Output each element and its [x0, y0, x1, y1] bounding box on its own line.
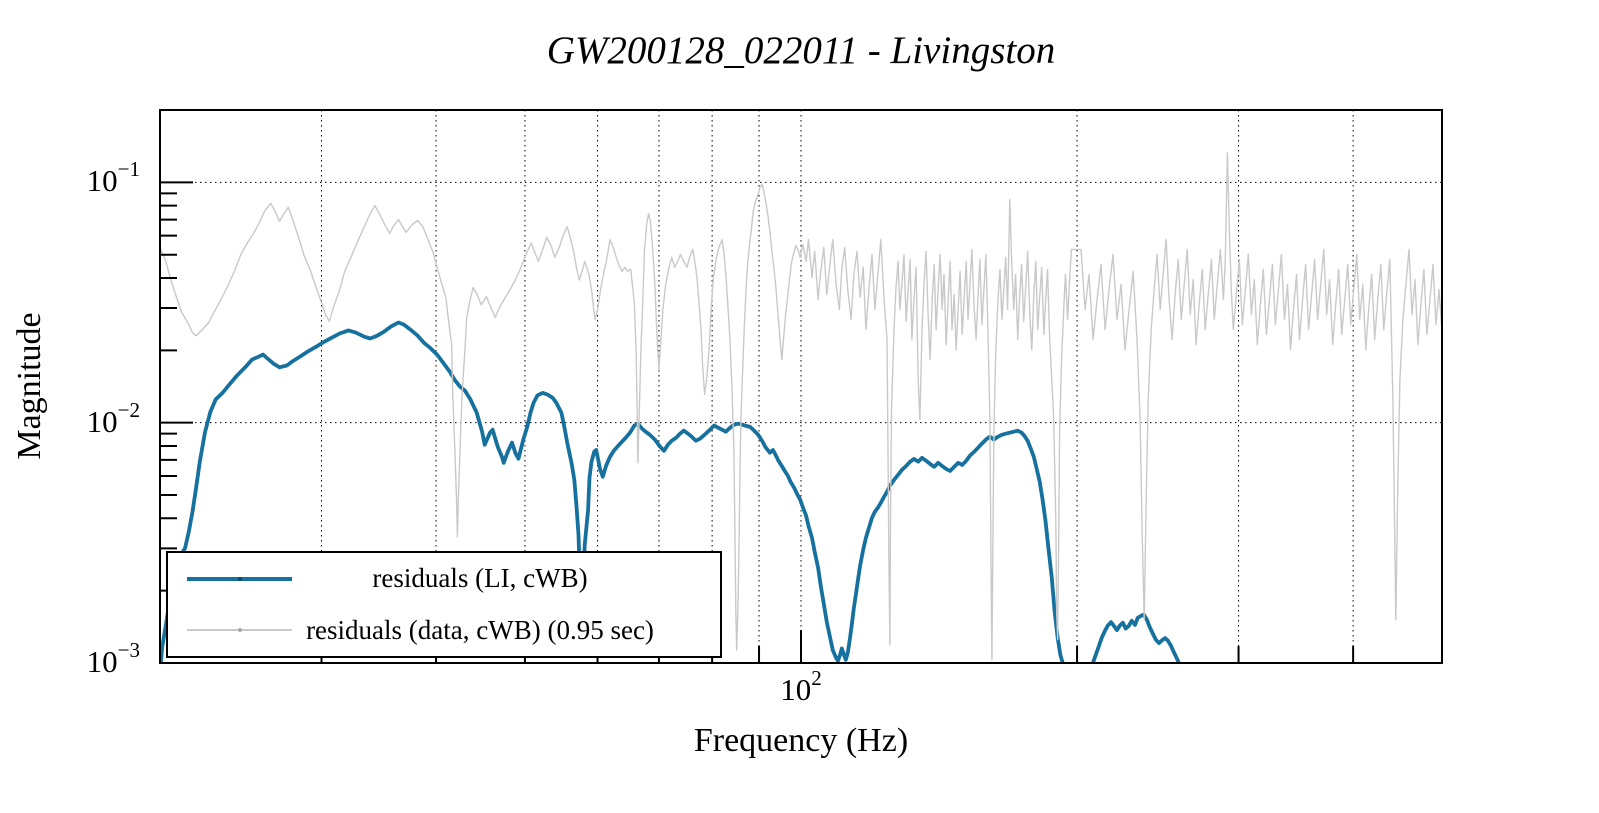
legend-label-li: residuals (LI, cWB)	[372, 563, 588, 594]
legend-row: residuals (data, cWB) (0.95 sec)	[168, 605, 720, 657]
legend-row: residuals (LI, cWB)	[168, 553, 720, 605]
plot-border	[159, 109, 1443, 664]
x-axis-label: Frequency (Hz)	[693, 722, 909, 759]
legend-marker-icon	[237, 628, 242, 633]
legend-marker-icon	[237, 576, 242, 581]
y-axis-label: Magnitude	[11, 312, 48, 460]
legend-label-data: residuals (data, cWB) (0.95 sec)	[306, 614, 654, 645]
xtick-label: 102	[780, 665, 822, 707]
legend-line-sample-li	[187, 576, 292, 581]
legend-line-sample-data	[187, 628, 292, 633]
ytick-label: 10−1	[86, 157, 140, 199]
chart-title: GW200128_022011 - Livingston	[546, 29, 1056, 72]
series-0-curve	[160, 320, 1182, 663]
ytick-label: 10−2	[86, 397, 140, 439]
series-1-curve	[160, 151, 1442, 661]
legend: residuals (LI, cWB) residuals (data, cWB…	[166, 551, 722, 658]
ytick-label: 10−3	[86, 637, 140, 679]
